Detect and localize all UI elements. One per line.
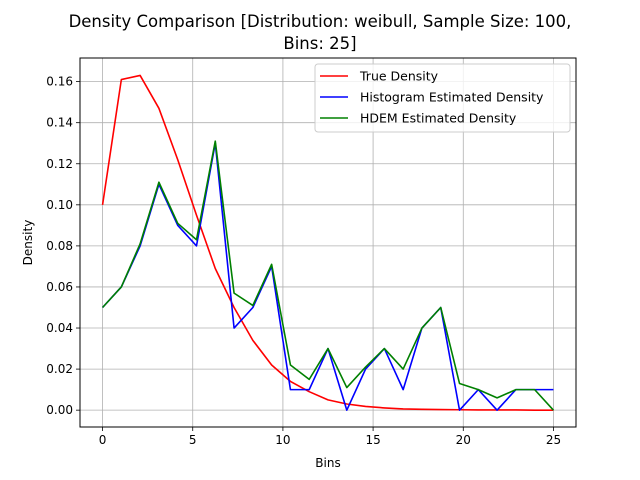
- x-tick-label: 0: [99, 433, 107, 447]
- x-tick-label: 10: [275, 433, 290, 447]
- legend: True Density Histogram Estimated Density H…: [314, 63, 571, 133]
- y-tick-label: 0.08: [46, 239, 73, 253]
- y-tick-label: 0.12: [46, 157, 73, 171]
- legend-box: [314, 63, 571, 133]
- series-line-2: [101, 140, 555, 411]
- y-tick-label: 0.16: [46, 75, 73, 89]
- y-tick-label: 0.02: [46, 362, 73, 376]
- x-axis-ticks: 0 5 10 15 20 25: [99, 427, 561, 447]
- legend-entry: True Density: [359, 69, 439, 84]
- plot-frame: [79, 57, 577, 428]
- y-tick-label: 0.00: [46, 403, 73, 417]
- y-tick-label: 0.06: [46, 280, 73, 294]
- x-tick-label: 5: [189, 433, 197, 447]
- series-line-1: [101, 142, 554, 411]
- legend-entry: HDEM Estimated Density: [360, 111, 517, 126]
- y-axis-ticks: 0.00 0.02 0.04 0.06 0.08 0.10 0.12 0.14 0.16: [46, 75, 80, 417]
- y-axis-label: Density: [21, 220, 35, 266]
- y-tick-label: 0.04: [46, 321, 73, 335]
- y-tick-label: 0.10: [46, 198, 73, 212]
- y-tick-label: 0.14: [46, 116, 73, 130]
- chart-title-line-1: Density Comparison [Distribution: weibul…: [68, 12, 572, 31]
- x-axis-label: Bins: [315, 456, 340, 470]
- x-tick-label: 25: [546, 433, 561, 447]
- chart-title-line-2: Bins: 25]: [283, 34, 357, 53]
- legend-entry: Histogram Estimated Density: [360, 90, 544, 105]
- series-line-0: [101, 74, 554, 411]
- x-tick-label: 15: [365, 433, 380, 447]
- x-tick-label: 20: [456, 433, 471, 447]
- series-lines: [101, 74, 555, 411]
